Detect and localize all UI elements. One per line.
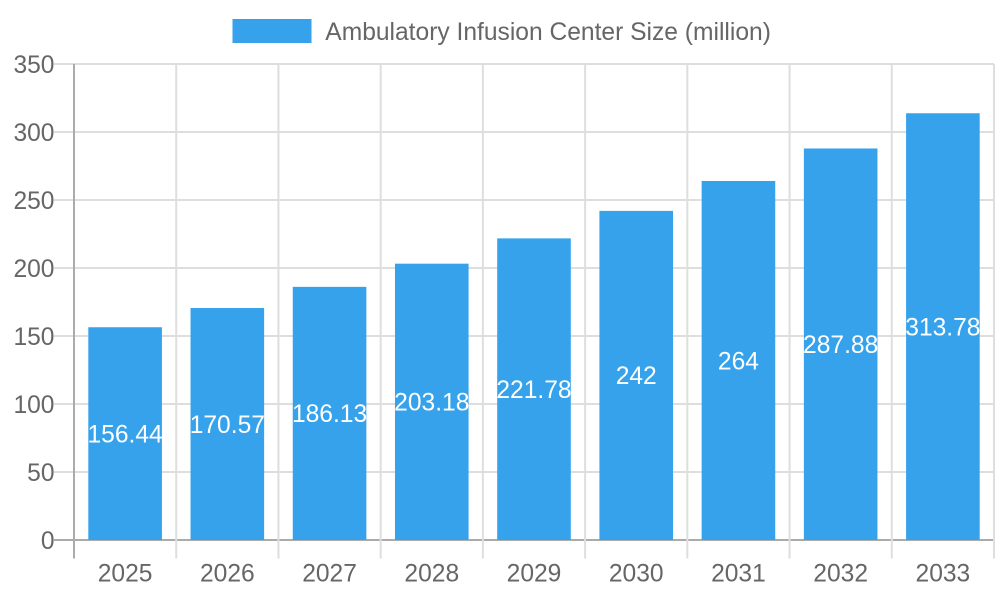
svg-text:2033: 2033 — [916, 560, 971, 587]
svg-text:2029: 2029 — [507, 560, 562, 587]
svg-text:2032: 2032 — [813, 560, 868, 587]
svg-text:50: 50 — [27, 460, 54, 487]
svg-text:150: 150 — [13, 324, 54, 351]
svg-text:264: 264 — [718, 348, 759, 375]
svg-text:100: 100 — [13, 392, 54, 419]
svg-text:2027: 2027 — [302, 560, 357, 587]
svg-text:350: 350 — [13, 52, 54, 79]
svg-text:170.57: 170.57 — [190, 412, 265, 439]
svg-text:203.18: 203.18 — [394, 390, 469, 417]
svg-text:300: 300 — [13, 120, 54, 147]
svg-text:156.44: 156.44 — [87, 421, 162, 448]
svg-text:250: 250 — [13, 188, 54, 215]
svg-text:221.78: 221.78 — [496, 377, 571, 404]
svg-text:287.88: 287.88 — [803, 332, 878, 359]
svg-text:2031: 2031 — [711, 560, 766, 587]
svg-text:0: 0 — [41, 528, 55, 555]
svg-text:200: 200 — [13, 256, 54, 283]
svg-text:242: 242 — [616, 363, 657, 390]
svg-text:2030: 2030 — [609, 560, 664, 587]
svg-text:313.78: 313.78 — [905, 314, 980, 341]
svg-text:Ambulatory Infusion Center Siz: Ambulatory Infusion Center Size (million… — [325, 19, 771, 46]
svg-text:2028: 2028 — [404, 560, 459, 587]
svg-text:2026: 2026 — [200, 560, 255, 587]
svg-text:2025: 2025 — [98, 560, 153, 587]
svg-text:186.13: 186.13 — [292, 401, 367, 428]
